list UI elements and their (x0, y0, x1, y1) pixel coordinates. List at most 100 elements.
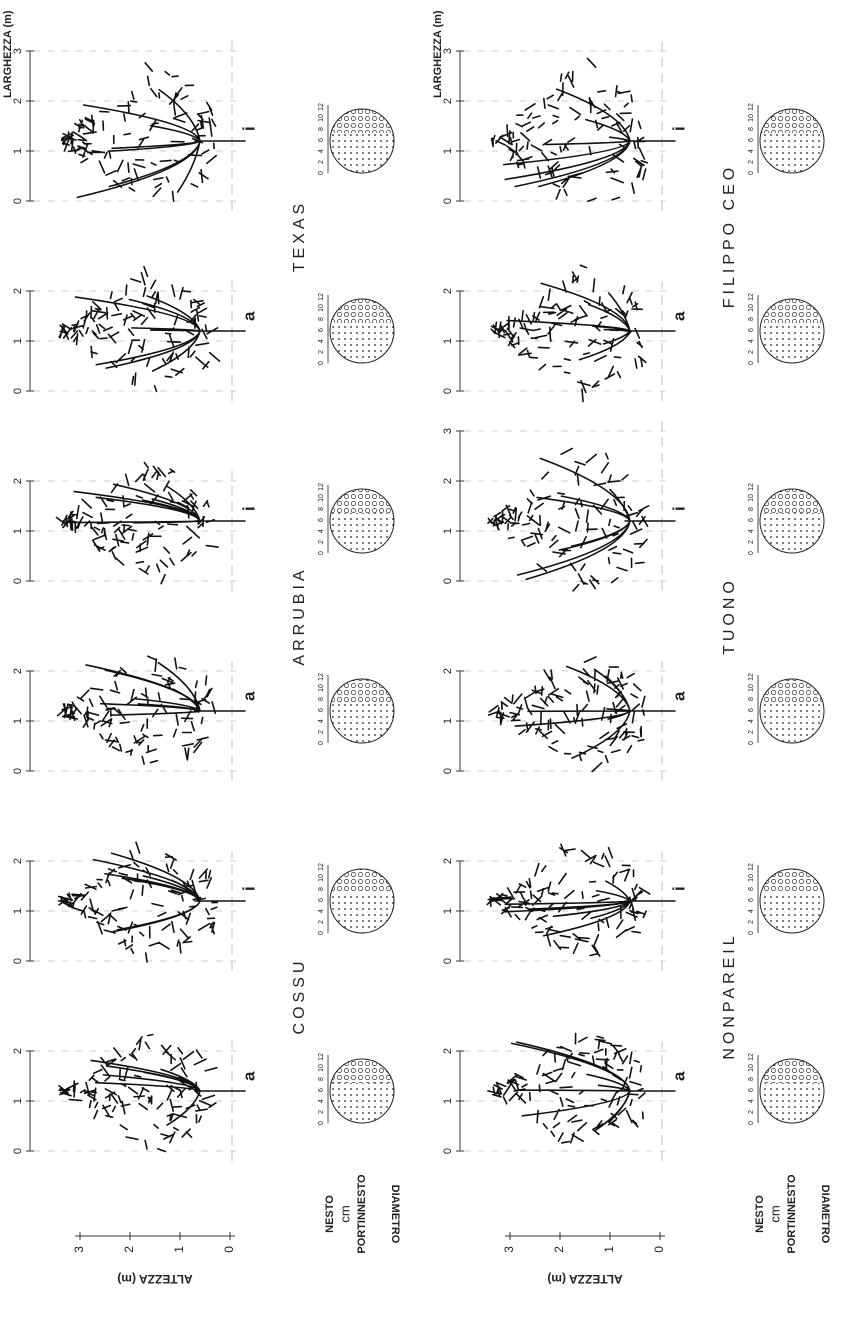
scale-tick-label: 12 (318, 1053, 325, 1061)
tree-drawing (62, 63, 246, 201)
legend-scion: NESTO (754, 1195, 766, 1233)
width-tick-label: 0 (12, 768, 24, 774)
scale-tick-label: 0 (318, 361, 325, 365)
scale-tick-label: 6 (748, 708, 755, 712)
tree-label: i (669, 506, 688, 511)
height-tick-label: 2 (552, 1246, 566, 1253)
scale-tick-label: 6 (318, 328, 325, 332)
width-tick-label: 3 (442, 48, 454, 54)
width-tick-label: 2 (12, 668, 24, 674)
scale-tick-label: 8 (318, 1077, 325, 1081)
width-tick-label: 1 (12, 338, 24, 344)
rootstock-area (331, 1059, 393, 1083)
legend-diameter: DIAMETRO (819, 1185, 831, 1244)
scale-tick-label: 10 (318, 874, 325, 882)
width-tick-label: 1 (442, 908, 454, 914)
tree-label: a (669, 691, 688, 701)
width-tick-label: 3 (442, 428, 454, 434)
scale-tick-label: 2 (748, 1110, 755, 1114)
tree-label: a (239, 1071, 258, 1081)
scale-tick-label: 2 (748, 350, 755, 354)
scion-area (760, 133, 824, 173)
scale-tick-label: 2 (748, 730, 755, 734)
scale-tick-label: 0 (748, 171, 755, 175)
scale-tick-label: 12 (748, 1053, 755, 1061)
scion-area (760, 703, 824, 743)
scale-tick-label: 8 (748, 127, 755, 131)
figure: 0123ALTEZZA (m)LARGHEZZA (m)NESTOcmPORTI… (0, 0, 841, 1326)
width-tick-label: 2 (442, 668, 454, 674)
scale-tick-label: 12 (318, 863, 325, 871)
legend-unit: cm (337, 1205, 352, 1222)
scale-tick-label: 0 (748, 361, 755, 365)
scale-tick-label: 8 (748, 697, 755, 701)
width-tick-label: 0 (442, 578, 454, 584)
scale-tick-label: 0 (748, 741, 755, 745)
tree-drawing (58, 656, 245, 764)
height-tick-label: 0 (222, 1246, 236, 1253)
cultivar-name: NONPAREIL (721, 932, 738, 1059)
scale-tick-label: 8 (748, 887, 755, 891)
scale-tick-label: 2 (318, 730, 325, 734)
scale-tick-label: 8 (318, 697, 325, 701)
scale-tick-label: 2 (318, 1110, 325, 1114)
scale-tick-label: 8 (748, 507, 755, 511)
width-tick-label: 0 (12, 958, 24, 964)
rootstock-area (331, 109, 393, 133)
scale-tick-label: 6 (748, 328, 755, 332)
width-tick-label: 0 (12, 198, 24, 204)
width-tick-label: 2 (12, 858, 24, 864)
scale-tick-label: 0 (318, 931, 325, 935)
scale-tick-label: 2 (748, 160, 755, 164)
tree-drawing (488, 1033, 675, 1143)
width-tick-label: 1 (442, 718, 454, 724)
width-tick-label: 1 (442, 338, 454, 344)
tree-label: a (239, 691, 258, 701)
scale-tick-label: 10 (318, 684, 325, 692)
scale-tick-label: 6 (318, 1088, 325, 1092)
width-tick-label: 0 (12, 578, 24, 584)
width-tick-label: 1 (442, 148, 454, 154)
scion-area (760, 513, 824, 553)
scale-tick-label: 0 (748, 551, 755, 555)
width-tick-label: 0 (442, 768, 454, 774)
tree-label: i (669, 126, 688, 131)
scale-tick-label: 2 (748, 920, 755, 924)
tree-drawing (491, 265, 675, 401)
scale-tick-label: 4 (748, 1099, 755, 1103)
scale-tick-label: 6 (748, 898, 755, 902)
rootstock-area (761, 1059, 823, 1083)
rootstock-area (331, 299, 393, 323)
scale-tick-label: 12 (318, 673, 325, 681)
scale-tick-label: 10 (748, 114, 755, 122)
scale-tick-label: 8 (318, 317, 325, 321)
scale-tick-label: 8 (318, 887, 325, 891)
rootstock-area (331, 489, 393, 513)
scale-tick-label: 10 (748, 1064, 755, 1072)
cultivar-name: FILIPPO CEO (721, 164, 738, 308)
tree-drawing (59, 842, 246, 962)
height-axis-label: ALTEZZA (m) (117, 1272, 192, 1286)
tree-label: a (669, 311, 688, 321)
scale-tick-label: 4 (318, 909, 325, 913)
width-tick-label: 0 (12, 388, 24, 394)
scion-area (330, 703, 394, 743)
scale-tick-label: 10 (748, 684, 755, 692)
scale-tick-label: 12 (318, 103, 325, 111)
scale-tick-label: 4 (318, 529, 325, 533)
scale-tick-label: 0 (318, 1121, 325, 1125)
width-tick-label: 1 (442, 1098, 454, 1104)
tree-drawing (492, 58, 675, 201)
tree-drawing (488, 448, 675, 591)
scale-tick-label: 12 (748, 483, 755, 491)
width-tick-label: 2 (442, 1048, 454, 1054)
height-tick-label: 1 (602, 1246, 616, 1253)
scale-tick-label: 0 (748, 1121, 755, 1125)
scale-tick-label: 12 (748, 673, 755, 681)
width-tick-label: 2 (12, 478, 24, 484)
cultivar-name: ARRUBIA (291, 566, 308, 665)
height-tick-label: 1 (172, 1246, 186, 1253)
scale-tick-label: 0 (318, 171, 325, 175)
rootstock-area (761, 869, 823, 893)
